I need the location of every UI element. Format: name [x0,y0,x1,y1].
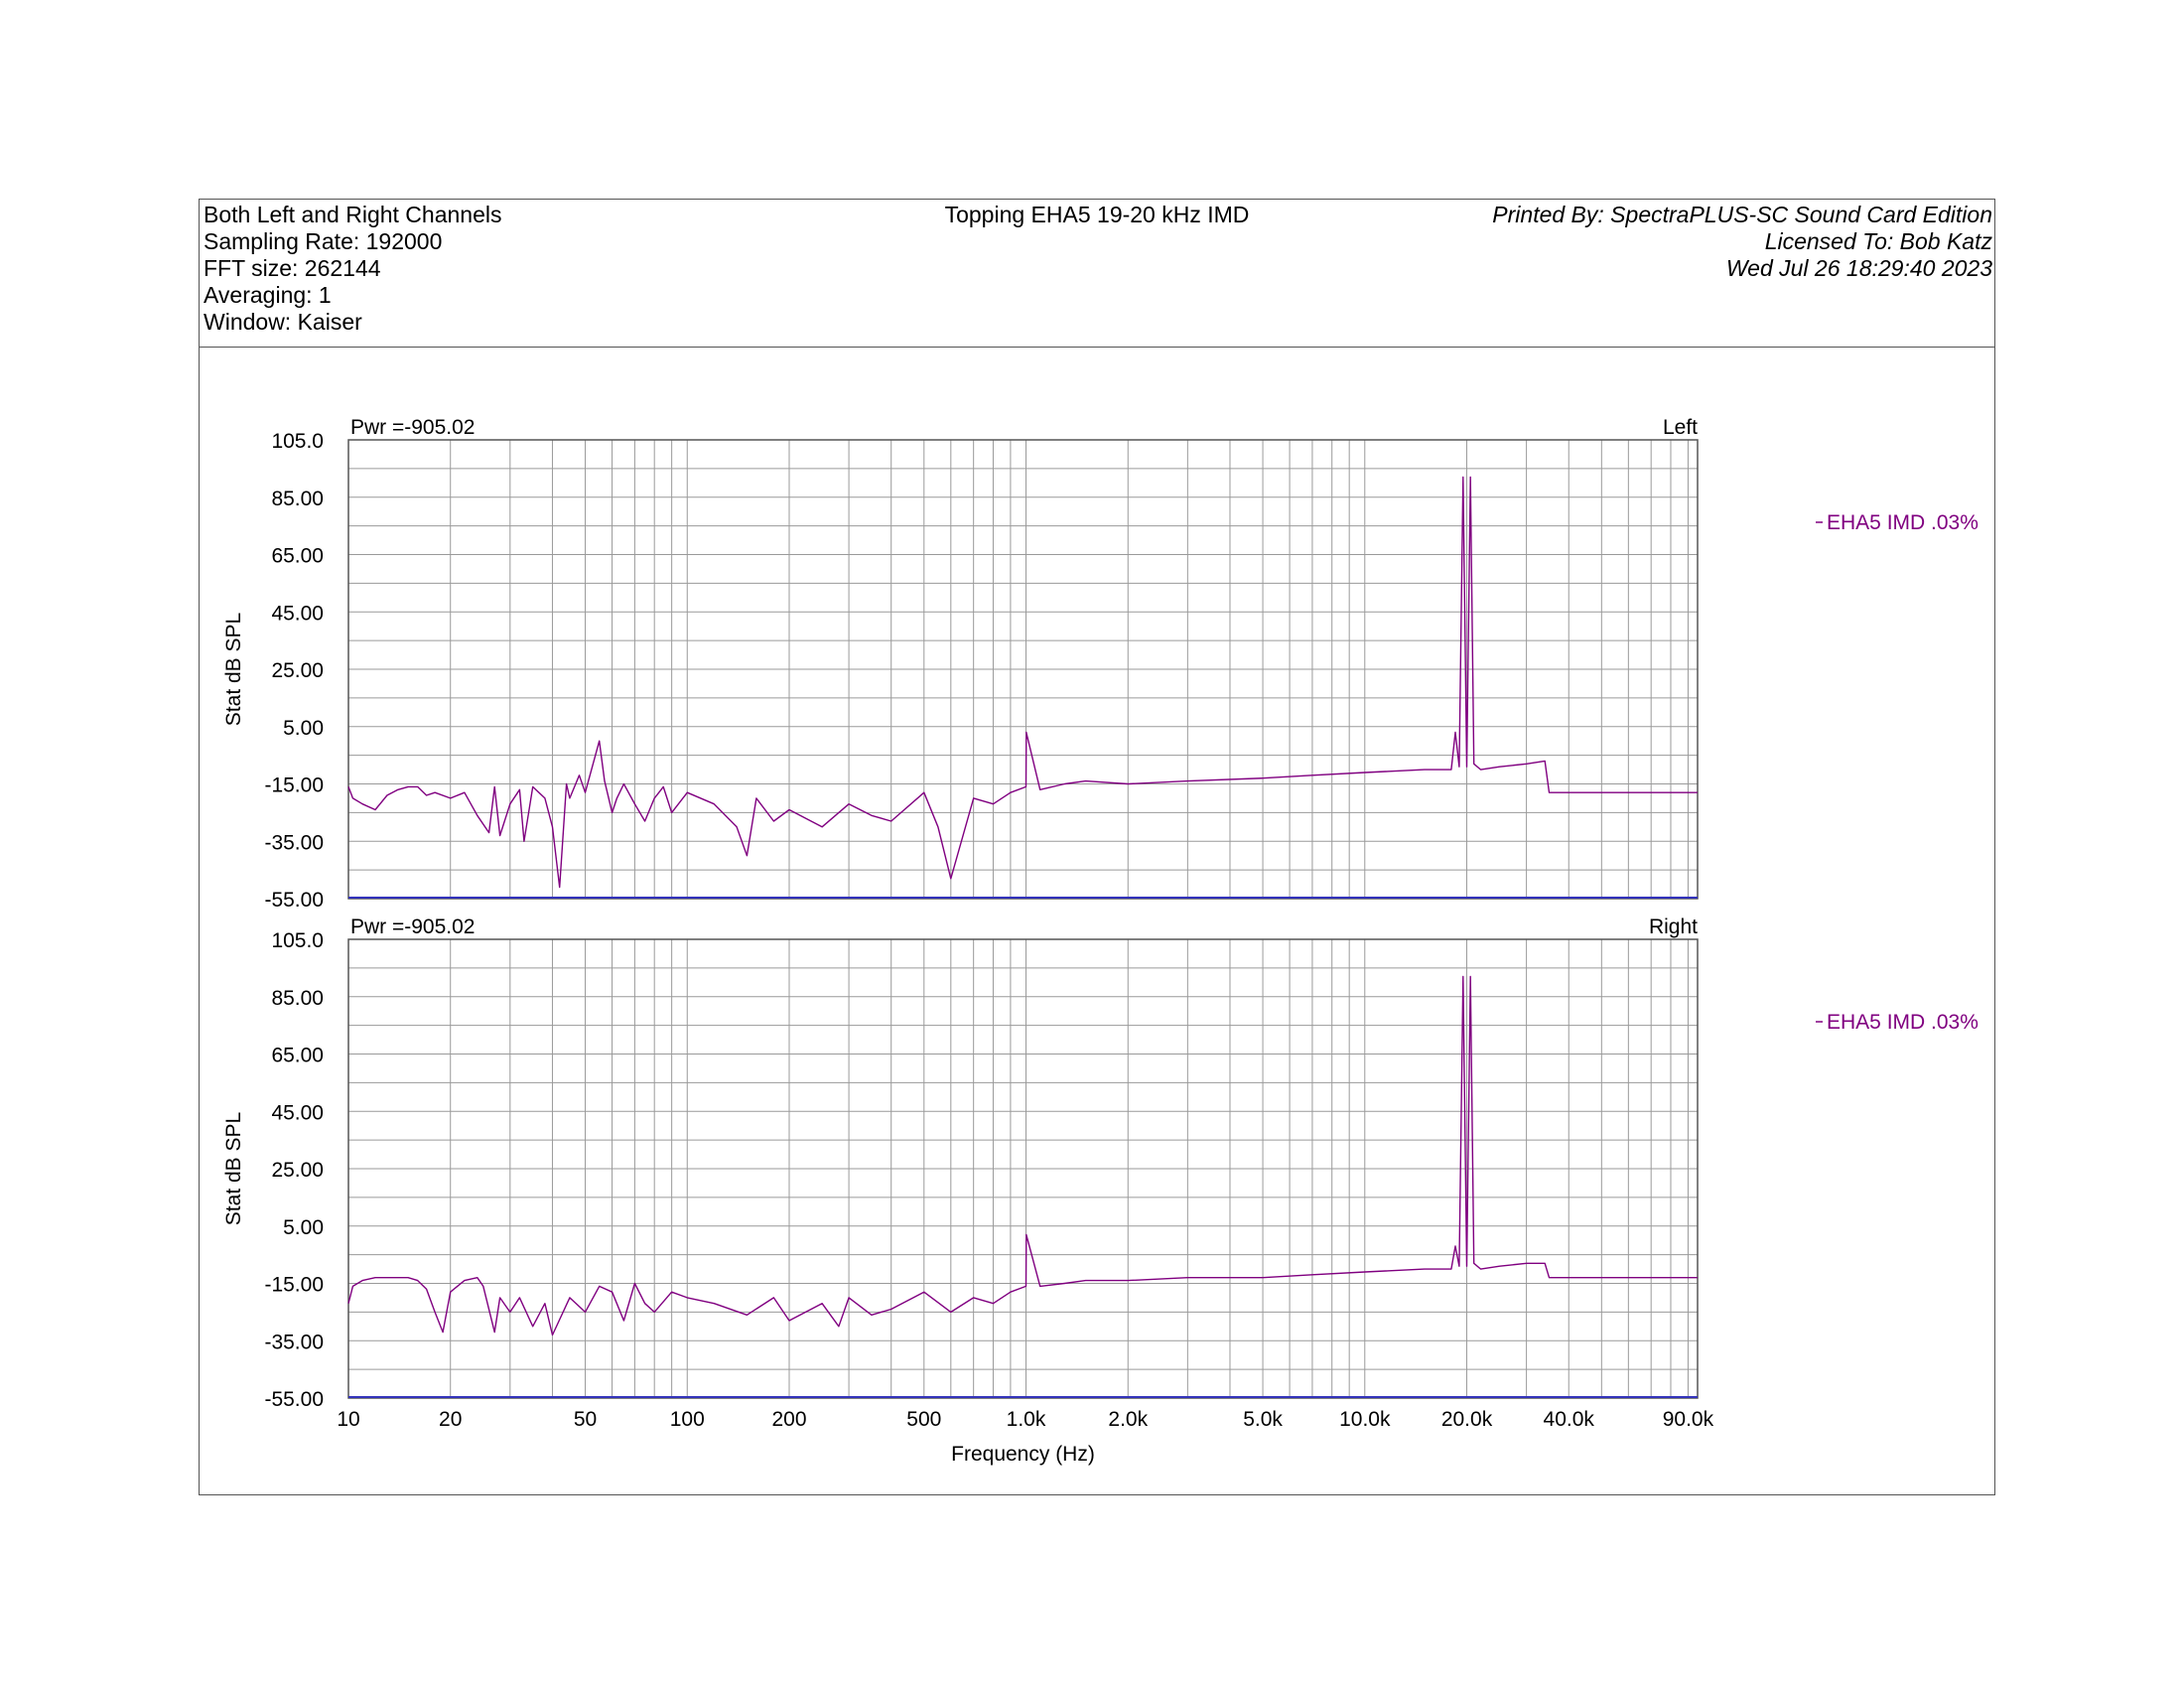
legend-label: EHA5 IMD .03% [1827,1011,1979,1034]
y-tick-label: -55.00 [264,1388,324,1411]
x-tick-label: 90.0k [1663,1408,1714,1431]
info-channels: Both Left and Right Channels [204,202,502,227]
series-line [347,975,1698,1336]
x-tick-label: 500 [906,1408,941,1431]
print-date: Wed Jul 26 18:29:40 2023 [1725,255,1992,281]
x-tick-label: 2.0k [1108,1408,1148,1431]
y-axis-label: Stat dB SPL [222,613,245,726]
x-tick-label: 50 [574,1408,597,1431]
x-tick-label: 10 [337,1408,359,1431]
x-tick-label: 20 [439,1408,462,1431]
print-info: Printed By: SpectraPLUS-SC Sound Card Ed… [1492,202,1992,282]
x-tick-label: 40.0k [1544,1408,1595,1431]
info-averaging: Averaging: 1 [204,282,332,308]
channel-label: Right [1649,915,1698,938]
power-label: Pwr =-905.02 [350,416,476,439]
channel-label: Left [1663,416,1698,439]
info-fft-size: FFT size: 262144 [204,255,381,281]
x-tick-label: 10.0k [1339,1408,1391,1431]
y-tick-label: 105.0 [271,430,324,453]
chart-panel-right: 105.0 85.00 65.00 45.00 25.00 5.00 -15.00 -35.0… [222,915,1979,1466]
y-tick-label: -15.00 [264,774,324,797]
x-tick-label: 20.0k [1441,1408,1493,1431]
y-tick-label: 25.00 [271,659,324,682]
y-tick-label: 45.00 [271,602,324,625]
licensed-to: Licensed To: Bob Katz [1764,228,1992,254]
y-tick-label: 105.0 [271,929,324,952]
y-tick-label: 65.00 [271,545,324,568]
chart-panel-left: 105.0 85.00 65.00 45.00 25.00 5.00 -15.00 -35.0… [222,416,1979,912]
y-tick-label: 45.00 [271,1101,324,1124]
printed-by: Printed By: SpectraPLUS-SC Sound Card Ed… [1492,202,1992,227]
y-tick-label: -15.00 [264,1274,324,1297]
x-axis-label: Frequency (Hz) [951,1443,1095,1466]
header-divider [200,347,1994,348]
report-title-wrap: Topping EHA5 19-20 kHz IMD [200,202,1994,228]
y-tick-label: 5.00 [283,717,324,740]
x-tick-label: 5.0k [1243,1408,1283,1431]
report-title: Topping EHA5 19-20 kHz IMD [944,202,1250,227]
legend-label: EHA5 IMD .03% [1827,511,1979,534]
y-tick-label: 65.00 [271,1045,324,1067]
x-tick-label: 200 [771,1408,806,1431]
x-tick-label: 1.0k [1007,1408,1046,1431]
y-tick-label: 85.00 [271,488,324,510]
info-window: Window: Kaiser [204,309,362,335]
measurement-info: Both Left and Right Channels Sampling Ra… [204,202,501,336]
y-tick-label: -55.00 [264,889,324,912]
series-line [347,476,1698,889]
report-frame: Both Left and Right Channels Sampling Ra… [199,199,1995,1495]
y-tick-label: -35.00 [264,1331,324,1353]
y-tick-label: -35.00 [264,831,324,854]
y-axis-label: Stat dB SPL [222,1112,245,1225]
x-tick-label: 100 [670,1408,705,1431]
y-tick-label: 25.00 [271,1159,324,1182]
info-sampling-rate: Sampling Rate: 192000 [204,228,443,254]
y-tick-label: 5.00 [283,1216,324,1239]
power-label: Pwr =-905.02 [350,915,476,938]
y-tick-label: 85.00 [271,987,324,1010]
